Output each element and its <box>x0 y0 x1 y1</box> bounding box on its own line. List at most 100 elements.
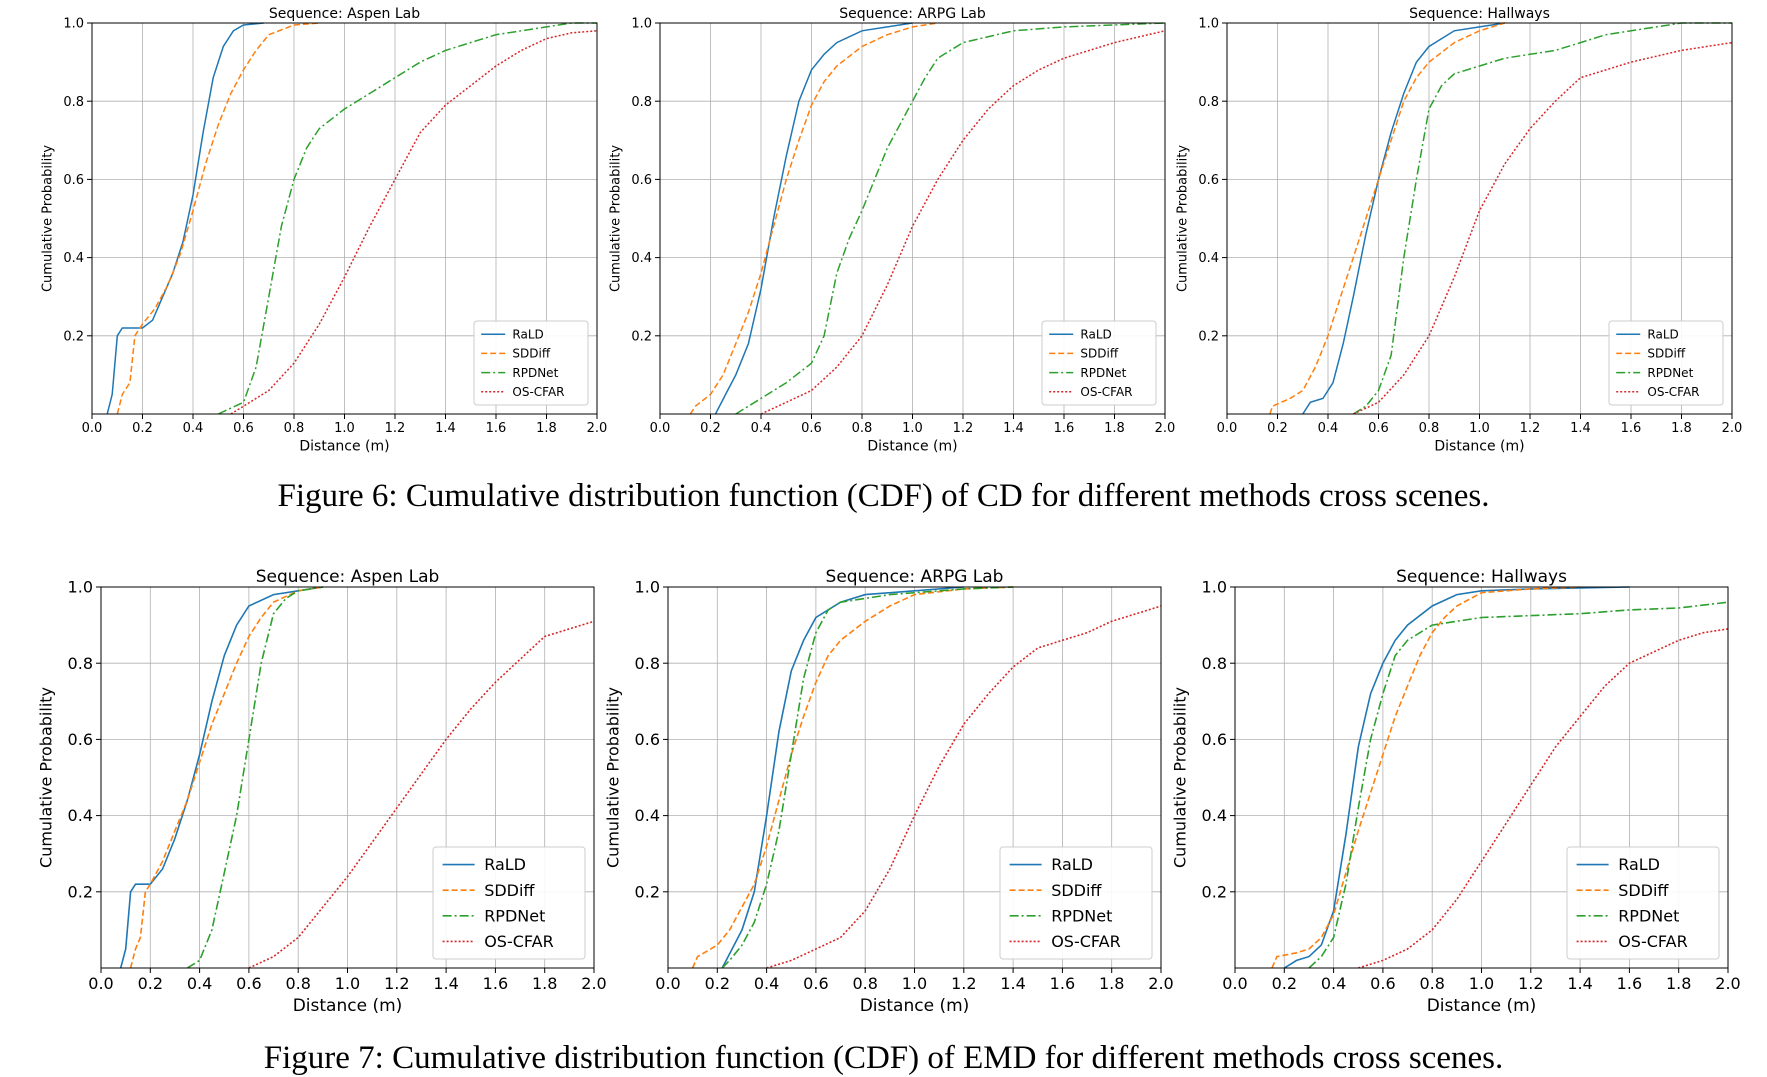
x-tick-label: 0.0 <box>655 974 680 993</box>
figure-7-caption: Figure 7: Cumulative distribution functi… <box>263 1040 1504 1076</box>
plot-frame <box>659 22 1166 415</box>
series-line-os-cfar <box>1352 41 1732 414</box>
series-line-rpdnet <box>1352 22 1732 414</box>
y-tick-label: 0.4 <box>631 251 652 266</box>
y-tick-label: 1.0 <box>68 578 93 597</box>
x-tick-label: 0.6 <box>236 974 261 993</box>
legend-label-rald: RaLD <box>1051 855 1093 874</box>
legend-label-rpdnet: RPDNet <box>512 366 558 380</box>
x-tick-label: 0.4 <box>187 974 212 993</box>
y-tick-label: 0.6 <box>63 173 84 188</box>
y-axis-label: Cumulative Probability <box>609 145 624 292</box>
y-tick-label: 0.4 <box>635 806 660 825</box>
x-tick-label: 2.0 <box>1715 974 1740 993</box>
y-tick-label: 1.0 <box>635 578 660 597</box>
legend-label-rald: RaLD <box>484 855 526 874</box>
x-tick-label: 1.0 <box>1469 974 1494 993</box>
legend-box <box>473 320 589 406</box>
legend-label-sddiff: SDDiff <box>1647 347 1685 361</box>
series-line-rpdnet <box>735 22 1165 414</box>
x-tick-label: 0.4 <box>183 421 204 436</box>
plot-frame <box>100 586 595 969</box>
x-tick-label: 0.6 <box>1368 421 1389 436</box>
y-tick-label: 1.0 <box>1202 578 1227 597</box>
x-tick-label: 1.6 <box>1621 421 1642 436</box>
legend-label-rpdnet: RPDNet <box>484 906 545 925</box>
legend-label-os-cfar: OS-CFAR <box>1051 932 1121 951</box>
x-tick-label: 0.6 <box>233 421 254 436</box>
series-line-rald <box>1302 22 1505 414</box>
y-tick-label: 0.2 <box>1198 329 1219 344</box>
y-tick-label: 0.4 <box>1202 806 1227 825</box>
series-line-sddiff <box>691 586 1014 968</box>
y-tick-label: 0.8 <box>68 654 93 673</box>
legend-label-os-cfar: OS-CFAR <box>1647 385 1699 399</box>
y-tick-label: 0.4 <box>63 251 84 266</box>
chart-title: Sequence: Aspen Lab <box>256 567 440 587</box>
x-tick-label: 0.6 <box>801 421 822 436</box>
x-tick-label: 1.2 <box>951 974 976 993</box>
x-tick-label: 1.2 <box>1520 421 1541 436</box>
x-tick-label: 1.6 <box>483 974 508 993</box>
y-tick-label: 1.0 <box>1198 17 1219 32</box>
legend: RaLD SDDiff RPDNet OS-CFAR <box>1566 846 1720 960</box>
x-tick-label: 0.2 <box>705 974 730 993</box>
chart-title: Sequence: Hallways <box>1396 567 1567 587</box>
y-tick-label: 0.2 <box>68 882 93 901</box>
x-tick-label: 0.6 <box>1370 974 1395 993</box>
series-line-os-cfar <box>760 30 1165 414</box>
x-tick-label: 0.6 <box>803 974 828 993</box>
legend-box <box>1608 320 1724 406</box>
series-line-rpdnet <box>186 586 324 968</box>
legend-label-rpdnet: RPDNet <box>1618 906 1679 925</box>
series-line-sddiff <box>116 22 320 414</box>
x-tick-label: 2.0 <box>581 974 606 993</box>
x-tick-label: 0.8 <box>1419 974 1444 993</box>
y-tick-label: 0.6 <box>631 173 652 188</box>
series-line-rald <box>721 586 964 968</box>
y-tick-label: 0.8 <box>1202 654 1227 673</box>
y-tick-label: 1.0 <box>63 17 84 32</box>
x-tick-label: 2.0 <box>1155 421 1176 436</box>
x-tick-label: 0.0 <box>650 421 671 436</box>
chart-panel-6: 0.0 0.2 0.4 0.6 0.8 1.0 1.2 1.4 1.6 1.8 2.0 0.2 0.4 0… <box>1170 567 1740 1016</box>
x-tick-label: 1.4 <box>1000 974 1025 993</box>
legend-label-sddiff: SDDiff <box>1080 347 1118 361</box>
y-tick-label: 0.6 <box>1198 173 1219 188</box>
x-tick-label: 1.0 <box>1469 421 1490 436</box>
x-tick-label: 1.6 <box>486 421 507 436</box>
x-axis-label: Distance (m) <box>299 439 389 455</box>
chart-title: Sequence: ARPG Lab <box>826 567 1004 587</box>
legend-label-os-cfar: OS-CFAR <box>1618 932 1688 951</box>
x-tick-label: 0.2 <box>1272 974 1297 993</box>
x-tick-label: 2.0 <box>1148 974 1173 993</box>
series-line-sddiff <box>689 22 938 414</box>
x-tick-label: 1.4 <box>1003 421 1024 436</box>
y-tick-label: 0.4 <box>68 806 93 825</box>
x-tick-label: 1.2 <box>385 421 406 436</box>
x-tick-label: 1.4 <box>435 421 456 436</box>
x-tick-label: 1.6 <box>1617 974 1642 993</box>
chart-title: Sequence: Hallways <box>1409 6 1550 22</box>
x-tick-label: 1.4 <box>1570 421 1591 436</box>
legend-box <box>432 846 586 960</box>
x-tick-label: 1.2 <box>953 421 974 436</box>
series-line-os-cfar <box>248 620 594 968</box>
y-axis-label: Cumulative Probability <box>603 687 622 868</box>
y-tick-label: 0.4 <box>1198 251 1219 266</box>
legend-box <box>999 846 1153 960</box>
x-tick-label: 0.0 <box>1217 421 1238 436</box>
x-tick-label: 0.0 <box>1222 974 1247 993</box>
series-line-rald <box>119 586 324 968</box>
series-line-rpdnet <box>721 586 1014 968</box>
x-tick-label: 0.0 <box>82 421 103 436</box>
x-tick-label: 1.2 <box>1518 974 1543 993</box>
y-tick-label: 0.2 <box>63 329 84 344</box>
x-tick-label: 0.0 <box>88 974 113 993</box>
x-tick-label: 0.4 <box>754 974 779 993</box>
legend: RaLD SDDiff RPDNet OS-CFAR <box>999 846 1153 960</box>
series-line-rald <box>714 22 913 414</box>
legend-label-rpdnet: RPDNet <box>1051 906 1112 925</box>
x-axis-label: Distance (m) <box>293 996 403 1016</box>
x-axis-label: Distance (m) <box>1434 439 1524 455</box>
